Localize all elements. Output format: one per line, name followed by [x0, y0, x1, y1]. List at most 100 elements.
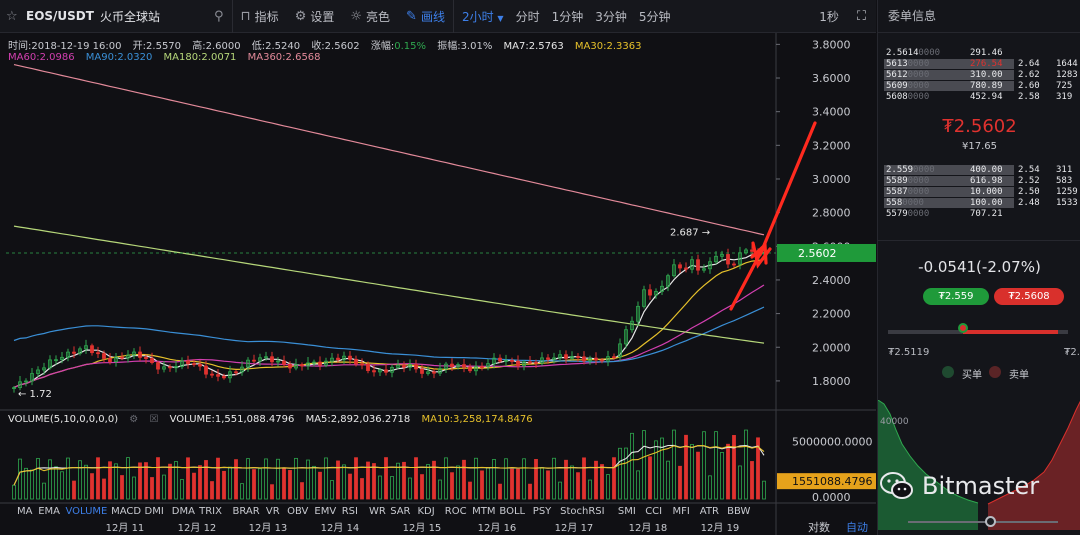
indicator-tab[interactable]: EMV [314, 506, 336, 517]
chart-toolbar: ☆ EOS/USDT 火币全球站 ⚲ ⊓ 指标 ⚙ 设置 ☼ 亮色 ✎ 画线 2小时 ▼… [0, 0, 876, 33]
period-timeline[interactable]: 分时 [515, 9, 540, 24]
indicator-tab[interactable]: DMI [145, 506, 164, 517]
candle-body [684, 267, 688, 270]
order-book-panel: 委单信息 2.5614 0000 291.46 5613 0000 276.54 2.64 1… [877, 0, 1080, 535]
volume-bar [384, 457, 388, 500]
ask-row[interactable]: 5609 0000 780.89 2.60 725 [878, 81, 1080, 91]
indicator-tab[interactable]: CCI [645, 506, 662, 517]
ask-depth-qty: 1644 [1056, 59, 1078, 69]
indicator-tab[interactable]: BBW [727, 506, 750, 517]
close-icon[interactable]: ☒ [149, 414, 159, 425]
volume-bar [210, 481, 214, 500]
star-icon[interactable]: ☆ [6, 8, 18, 24]
period-3m[interactable]: 3分钟 [595, 9, 627, 24]
panel-title: 委单信息 [878, 0, 1080, 33]
indicator-tab[interactable]: SMI [618, 506, 636, 517]
indicator-tab[interactable]: SAR [390, 506, 410, 517]
sell-price-button[interactable]: ₮2.5608 [994, 288, 1064, 305]
indicator-tab[interactable]: OBV [287, 506, 308, 517]
ma90-label: MA90:2.0320 [85, 52, 153, 63]
indicator-tab[interactable]: VR [266, 506, 280, 517]
candle-body [144, 356, 148, 359]
depth-zoom-knob[interactable] [985, 516, 996, 527]
volume-bar [480, 470, 484, 500]
volume-bar [342, 464, 346, 500]
volume-bar [576, 472, 580, 500]
kline-chart[interactable]: 3.80003.60003.40003.20003.00002.80002.60… [0, 33, 876, 535]
volume-bar [84, 464, 88, 500]
kline-svg[interactable]: 3.80003.60003.40003.20003.00002.80002.60… [0, 33, 876, 535]
candle-body [90, 345, 94, 354]
indicator-tab[interactable]: MA [17, 506, 33, 517]
volume-bar [90, 473, 94, 500]
period-1m[interactable]: 1分钟 [551, 9, 584, 24]
ask-depth-price: 2.64 [1018, 59, 1040, 69]
ask-price: 5613 [886, 59, 908, 69]
ask-row[interactable]: 5608 0000 452.94 2.58 319 [878, 92, 1080, 102]
bid-row[interactable]: 5587 0000 10.000 2.50 1259 [878, 187, 1080, 197]
indicator-tab[interactable]: ROC [445, 506, 467, 517]
indicator-tab[interactable]: TRIX [198, 506, 222, 517]
indicator-tab[interactable]: WR [369, 506, 386, 517]
buy-price-button[interactable]: ₮2.559 [923, 288, 989, 305]
log-scale-button[interactable]: 对数 [808, 520, 830, 534]
bid-row[interactable]: 2.559 0000 400.00 2.54 311 [878, 165, 1080, 175]
indicator-tab[interactable]: RSI [342, 506, 358, 517]
candle-body [60, 356, 64, 361]
candle-body [462, 364, 466, 368]
volume-bar [630, 432, 634, 500]
depth-chart[interactable]: 40000 [878, 400, 1080, 530]
light-theme-button[interactable]: ☼ 亮色 [350, 8, 390, 25]
period-5m[interactable]: 5分钟 [638, 9, 671, 24]
volume-bar [444, 457, 448, 500]
volume-bar [282, 467, 286, 500]
indicator-tab[interactable]: PSY [533, 506, 552, 517]
volume-bar [660, 437, 664, 500]
indicator-button[interactable]: ⊓ 指标 [241, 8, 279, 25]
depth-zoom-slider[interactable] [908, 521, 1058, 523]
candle-body [444, 363, 448, 369]
settings-button[interactable]: ⚙ 设置 [295, 8, 335, 25]
candle-body [156, 362, 160, 370]
indicator-tab[interactable]: MTM [472, 506, 495, 517]
volume-bar [702, 431, 706, 500]
pair-label[interactable]: EOS/USDT [26, 9, 94, 23]
candle-body [138, 351, 142, 358]
indicator-tab[interactable]: KDJ [418, 506, 435, 517]
indicator-tab[interactable]: StochRSI [560, 506, 604, 517]
draw-line-button[interactable]: ✎ 画线 [406, 8, 445, 25]
fullscreen-icon[interactable]: ⛶ [856, 9, 866, 24]
indicator-tab[interactable]: DMA [172, 506, 195, 517]
toolbar-right: 1秒 ⛶ [819, 0, 866, 33]
candle-body [216, 374, 220, 377]
y-tick-label: 3.2000 [812, 139, 851, 152]
volume-bar [102, 478, 106, 500]
period-2h[interactable]: 2小时 ▼ [462, 8, 504, 25]
bid-row[interactable]: 558 0000 100.00 2.48 1533 [878, 198, 1080, 208]
indicator-tab[interactable]: EMA [38, 506, 60, 517]
search-icon[interactable]: ⚲ [213, 8, 224, 24]
volume-bar [144, 462, 148, 500]
indicator-tab[interactable]: ATR [700, 506, 719, 517]
bid-row[interactable]: 5579 0000 707.21 [878, 209, 1080, 219]
indicator-tab[interactable]: BOLL [499, 506, 525, 517]
ask-row[interactable]: 2.5614 0000 291.46 [878, 48, 1080, 58]
depth-tick-label: 40000 [880, 417, 909, 427]
refresh-rate[interactable]: 1秒 [819, 10, 839, 24]
indicator-tab[interactable]: MACD [111, 506, 141, 517]
candle-body [414, 363, 418, 370]
volume-bar [402, 461, 406, 500]
ask-row[interactable]: 5612 0000 310.00 2.62 1283 [878, 70, 1080, 80]
indicator-tab[interactable]: VOLUME [66, 506, 108, 517]
buy-legend-icon [942, 366, 954, 378]
candle-body [678, 264, 682, 269]
ask-price: 2.5614 [886, 48, 919, 58]
bid-row[interactable]: 5589 0000 616.98 2.52 583 [878, 176, 1080, 186]
volume-bar [690, 444, 694, 500]
auto-scale-button[interactable]: 自动 [846, 521, 868, 534]
indicator-tab[interactable]: MFI [673, 506, 690, 517]
candle-body [552, 357, 556, 360]
gear-icon[interactable]: ⚙ [129, 414, 139, 425]
indicator-tab[interactable]: BRAR [233, 506, 260, 517]
ask-row[interactable]: 5613 0000 276.54 2.64 1644 [878, 59, 1080, 69]
